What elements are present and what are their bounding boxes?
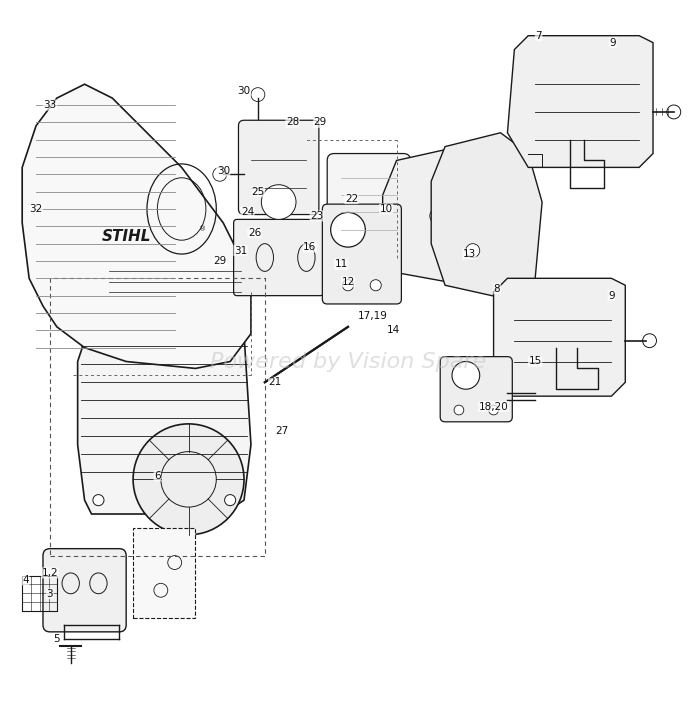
Text: 31: 31 bbox=[234, 246, 247, 256]
Text: Powered by Vision Spare: Powered by Vision Spare bbox=[210, 351, 486, 372]
Circle shape bbox=[642, 334, 656, 348]
Text: 3: 3 bbox=[47, 589, 53, 599]
Polygon shape bbox=[432, 133, 542, 299]
Text: 18,20: 18,20 bbox=[479, 401, 509, 411]
Circle shape bbox=[213, 168, 227, 181]
Text: 32: 32 bbox=[29, 204, 42, 214]
Text: 22: 22 bbox=[345, 194, 358, 204]
Text: 16: 16 bbox=[303, 242, 317, 252]
Text: 1,2: 1,2 bbox=[42, 568, 58, 578]
Text: 9: 9 bbox=[610, 38, 616, 48]
Text: 4: 4 bbox=[22, 575, 29, 585]
Circle shape bbox=[430, 208, 446, 224]
Text: 15: 15 bbox=[528, 356, 541, 367]
Circle shape bbox=[225, 495, 236, 505]
Text: 5: 5 bbox=[54, 634, 60, 643]
FancyBboxPatch shape bbox=[327, 153, 411, 251]
Polygon shape bbox=[98, 244, 230, 299]
Circle shape bbox=[454, 405, 464, 415]
Text: 21: 21 bbox=[269, 377, 282, 388]
Circle shape bbox=[251, 87, 264, 101]
Polygon shape bbox=[507, 35, 653, 168]
Text: 26: 26 bbox=[248, 228, 261, 238]
FancyBboxPatch shape bbox=[440, 356, 512, 422]
Text: 30: 30 bbox=[237, 86, 251, 96]
Text: 24: 24 bbox=[241, 208, 254, 218]
Text: 23: 23 bbox=[310, 211, 324, 221]
Text: 28: 28 bbox=[286, 117, 299, 127]
Text: 12: 12 bbox=[341, 277, 355, 287]
Text: 33: 33 bbox=[43, 100, 56, 110]
FancyBboxPatch shape bbox=[322, 204, 402, 304]
Text: 17,19: 17,19 bbox=[357, 312, 387, 322]
Polygon shape bbox=[22, 84, 251, 369]
Polygon shape bbox=[78, 292, 251, 514]
Text: 13: 13 bbox=[463, 249, 476, 259]
Text: 30: 30 bbox=[216, 166, 230, 176]
Text: 25: 25 bbox=[251, 187, 264, 197]
Text: 11: 11 bbox=[335, 260, 348, 270]
Circle shape bbox=[133, 424, 244, 535]
Text: 7: 7 bbox=[535, 30, 542, 40]
Circle shape bbox=[452, 362, 480, 389]
Polygon shape bbox=[493, 278, 625, 396]
Circle shape bbox=[342, 280, 354, 291]
Bar bbox=[133, 528, 196, 618]
Text: 27: 27 bbox=[276, 426, 289, 436]
Circle shape bbox=[93, 315, 104, 325]
Circle shape bbox=[489, 405, 498, 415]
Text: 8: 8 bbox=[493, 283, 500, 294]
Polygon shape bbox=[383, 147, 493, 286]
Circle shape bbox=[261, 185, 296, 219]
Circle shape bbox=[667, 105, 681, 119]
Text: 10: 10 bbox=[379, 204, 393, 214]
Text: 29: 29 bbox=[213, 256, 226, 266]
Text: 14: 14 bbox=[386, 325, 400, 335]
Circle shape bbox=[225, 315, 236, 325]
Text: ®: ® bbox=[199, 227, 206, 233]
Text: STIHL: STIHL bbox=[102, 229, 151, 244]
Circle shape bbox=[466, 244, 480, 257]
FancyBboxPatch shape bbox=[43, 549, 126, 632]
FancyBboxPatch shape bbox=[239, 120, 319, 215]
Circle shape bbox=[93, 495, 104, 505]
FancyBboxPatch shape bbox=[234, 219, 324, 296]
Text: 6: 6 bbox=[154, 471, 161, 481]
Text: 29: 29 bbox=[314, 117, 327, 127]
Circle shape bbox=[370, 280, 381, 291]
Text: 9: 9 bbox=[608, 291, 615, 301]
Circle shape bbox=[331, 213, 365, 247]
